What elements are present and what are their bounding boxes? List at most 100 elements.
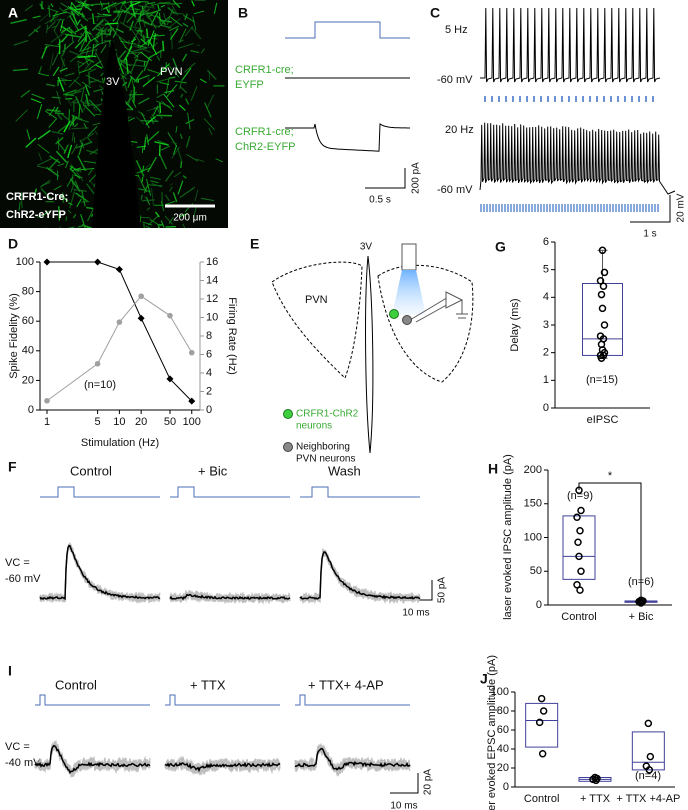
point	[539, 707, 548, 715]
fiber	[87, 169, 93, 176]
fiber	[141, 10, 158, 16]
point	[538, 750, 547, 758]
label: EYFP	[235, 79, 264, 91]
marker	[166, 375, 174, 383]
fiber	[143, 184, 149, 194]
fiber	[48, 5, 51, 18]
fiber	[71, 2, 83, 11]
fiber	[169, 183, 174, 186]
fiber	[123, 5, 132, 14]
fiber	[193, 206, 197, 219]
fiber	[206, 94, 215, 110]
y-tick-label: 4	[543, 291, 549, 303]
label: -60 mV	[5, 573, 41, 585]
fiber	[67, 144, 73, 159]
label: 3V	[360, 242, 373, 253]
fiber	[52, 11, 68, 17]
scale-label: 10 ms	[390, 801, 417, 810]
y-tick-label: 0	[503, 781, 509, 793]
fiber	[73, 188, 87, 192]
fiber	[38, 152, 43, 161]
y-tick-label: 40	[497, 743, 509, 755]
fiber	[69, 167, 81, 179]
scale-label: 20 mV	[676, 193, 687, 222]
fiber	[53, 18, 62, 32]
label: PVN	[305, 294, 328, 306]
x-tick-label: Control	[561, 611, 596, 623]
fiber	[83, 160, 97, 164]
panel-letter: E	[250, 236, 259, 252]
fiber	[135, 116, 145, 125]
point	[575, 486, 583, 494]
y2-tick-label: 10	[206, 311, 218, 323]
fiber	[147, 1, 156, 5]
fiber	[85, 74, 102, 83]
fiber	[69, 116, 78, 127]
point	[576, 527, 584, 535]
trace	[480, 7, 661, 83]
box	[631, 731, 665, 771]
fiber	[94, 63, 103, 69]
fiber	[190, 26, 202, 40]
scale-label: 50 pA	[437, 577, 448, 603]
fiber	[136, 145, 147, 148]
fiber	[28, 25, 41, 37]
fiber	[171, 146, 180, 159]
fiber	[91, 2, 110, 6]
fiber	[113, 11, 121, 14]
point	[577, 567, 585, 575]
fiber	[176, 2, 183, 5]
fiber	[112, 18, 117, 22]
fiber	[183, 14, 196, 23]
neighbor-neuron	[402, 315, 412, 325]
stimulus	[35, 694, 150, 706]
fiber	[73, 86, 85, 94]
fiber	[184, 13, 188, 21]
y-tick-label: 20	[22, 374, 34, 386]
fiber	[121, 81, 128, 87]
fiber	[191, 0, 195, 7]
fiber	[139, 19, 150, 25]
panel-letter: H	[488, 461, 498, 477]
marker	[138, 293, 144, 300]
fiber	[87, 137, 92, 143]
fiber	[131, 47, 148, 53]
fiber	[51, 130, 64, 135]
point	[637, 599, 645, 607]
marker	[188, 397, 196, 405]
fiber	[194, 189, 199, 202]
fiber	[63, 120, 71, 133]
point	[592, 776, 600, 785]
trace	[39, 542, 161, 604]
condition: Control	[55, 677, 97, 692]
fiber	[36, 214, 44, 218]
y-tick-label: 6	[543, 236, 549, 248]
y-tick-label: 100	[16, 256, 34, 268]
fiber	[13, 40, 29, 46]
fiber	[110, 227, 112, 228]
fiber	[206, 69, 217, 80]
fiber	[150, 116, 155, 124]
fiber	[77, 155, 86, 171]
fiber	[60, 194, 69, 202]
fiber	[116, 59, 131, 67]
marker	[167, 312, 173, 319]
label: CRFR1-cre;	[235, 64, 294, 76]
fiber	[48, 118, 58, 128]
stimulus	[40, 486, 160, 498]
fiber	[76, 198, 82, 208]
series-line	[46, 295, 193, 402]
fiber	[51, 25, 58, 29]
legend-label: PVN neurons	[296, 454, 355, 465]
fiber	[182, 223, 186, 228]
fiber	[83, 123, 88, 130]
fiber	[145, 225, 152, 228]
fiber	[200, 48, 205, 54]
fiber	[39, 179, 51, 188]
fiber	[153, 106, 160, 110]
fiber	[129, 75, 138, 83]
y-tick-label: 0	[543, 402, 549, 414]
condition: Control	[70, 463, 112, 478]
fiber	[10, 18, 27, 24]
trace	[164, 755, 281, 776]
